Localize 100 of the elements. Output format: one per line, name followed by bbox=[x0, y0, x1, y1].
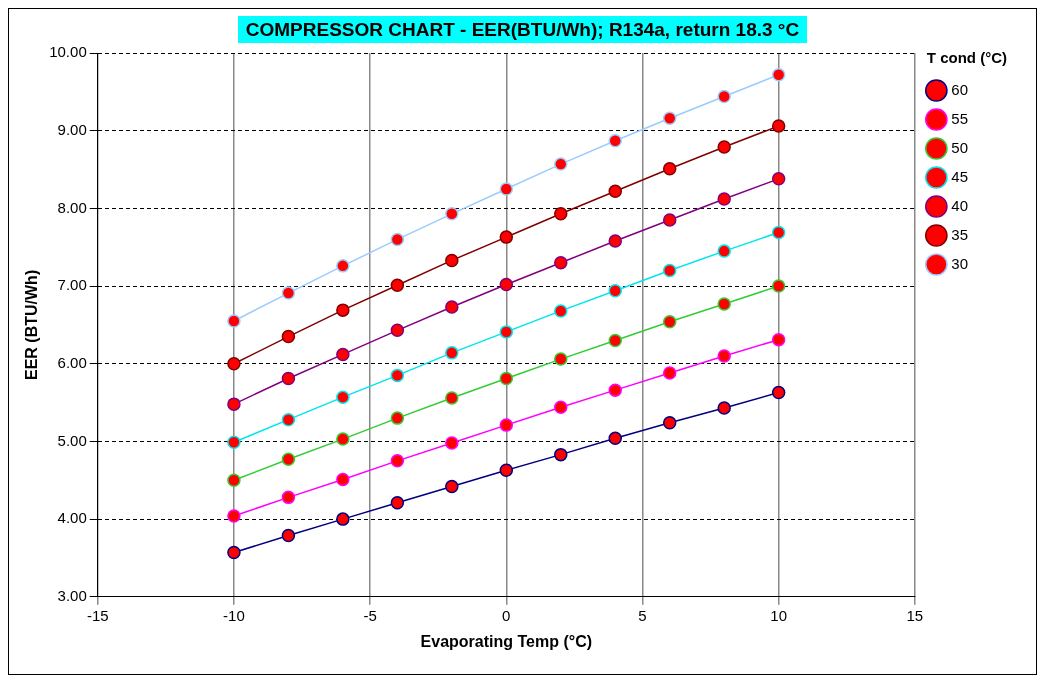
point bbox=[554, 304, 568, 318]
point bbox=[662, 111, 677, 126]
point bbox=[717, 401, 731, 415]
point bbox=[499, 418, 514, 432]
legend-label: 60 bbox=[951, 80, 969, 98]
point bbox=[281, 286, 296, 300]
point bbox=[281, 412, 296, 427]
point bbox=[554, 157, 568, 171]
point bbox=[717, 89, 731, 104]
point bbox=[608, 383, 622, 397]
point bbox=[608, 184, 622, 199]
point bbox=[608, 431, 622, 446]
point bbox=[445, 436, 459, 450]
point bbox=[662, 315, 677, 329]
legend-label: 50 bbox=[951, 138, 969, 156]
point bbox=[717, 244, 731, 258]
point bbox=[227, 545, 241, 560]
point bbox=[662, 263, 677, 278]
point bbox=[662, 416, 677, 430]
point bbox=[771, 385, 786, 400]
legend-title: T cond (°C) bbox=[926, 48, 1007, 66]
y-tick-label: 4.00 bbox=[57, 509, 87, 527]
y-tick-label: 5.00 bbox=[57, 431, 87, 449]
point bbox=[227, 314, 241, 328]
point bbox=[771, 68, 786, 82]
legend-label: 30 bbox=[951, 254, 969, 272]
point bbox=[445, 391, 459, 405]
legend-label: 40 bbox=[951, 196, 969, 214]
point bbox=[227, 397, 241, 411]
point bbox=[608, 333, 622, 348]
point bbox=[281, 528, 296, 543]
point bbox=[554, 400, 568, 414]
point bbox=[445, 479, 459, 494]
point bbox=[771, 172, 786, 186]
x-axis-title: Evaporating Temp (°C) bbox=[420, 632, 593, 650]
point bbox=[717, 140, 731, 154]
point bbox=[281, 490, 296, 505]
point bbox=[336, 472, 350, 487]
y-tick-label: 3.00 bbox=[57, 586, 87, 604]
legend-label: 45 bbox=[951, 167, 969, 185]
point bbox=[554, 256, 568, 270]
y-tick-label: 9.00 bbox=[57, 120, 87, 138]
point bbox=[499, 230, 514, 244]
point bbox=[608, 234, 622, 248]
x-tick-label: -5 bbox=[363, 606, 377, 624]
point bbox=[662, 162, 677, 176]
point bbox=[499, 325, 514, 339]
point bbox=[554, 207, 568, 221]
x-tick-label: -15 bbox=[86, 606, 109, 624]
point bbox=[717, 349, 731, 363]
point bbox=[336, 303, 350, 317]
point bbox=[390, 278, 405, 293]
point bbox=[336, 512, 350, 526]
point bbox=[445, 253, 459, 268]
point bbox=[336, 347, 350, 362]
point bbox=[445, 207, 459, 221]
point bbox=[554, 352, 568, 366]
point bbox=[390, 454, 405, 468]
point bbox=[390, 496, 405, 510]
y-tick-label: 7.00 bbox=[57, 276, 87, 294]
y-tick-label: 6.00 bbox=[57, 353, 87, 371]
point bbox=[717, 297, 731, 311]
point bbox=[390, 232, 405, 247]
point bbox=[336, 432, 350, 446]
x-tick-label: 10 bbox=[770, 606, 788, 624]
x-tick-label: 15 bbox=[906, 606, 924, 624]
point bbox=[445, 300, 459, 314]
point bbox=[227, 473, 241, 488]
point bbox=[227, 509, 241, 523]
y-tick-label: 8.00 bbox=[57, 198, 87, 216]
point bbox=[227, 435, 241, 449]
point bbox=[662, 366, 677, 380]
point bbox=[771, 225, 786, 240]
point bbox=[281, 371, 296, 386]
point bbox=[281, 329, 296, 344]
point bbox=[771, 332, 786, 347]
point bbox=[771, 119, 786, 133]
point bbox=[662, 213, 677, 227]
legend-label: 55 bbox=[951, 109, 969, 127]
point bbox=[554, 447, 568, 462]
point bbox=[227, 356, 241, 371]
point bbox=[336, 390, 350, 404]
y-tick-label: 10.00 bbox=[49, 43, 87, 61]
point bbox=[445, 346, 459, 360]
point bbox=[390, 368, 405, 383]
x-tick-label: -10 bbox=[223, 606, 245, 624]
point bbox=[499, 463, 514, 477]
point bbox=[717, 192, 731, 206]
point bbox=[608, 283, 622, 298]
point bbox=[499, 277, 514, 292]
point bbox=[390, 411, 405, 425]
x-tick-label: 0 bbox=[502, 606, 511, 624]
point bbox=[281, 452, 296, 467]
point bbox=[336, 259, 350, 273]
point bbox=[771, 279, 786, 293]
point bbox=[608, 134, 622, 148]
chart-title: COMPRESSOR CHART - EER(BTU/Wh); R134a, return 18.3 °C bbox=[237, 16, 808, 43]
x-tick-label: 5 bbox=[638, 606, 647, 624]
y-axis-title: EER (BTU/Wh) bbox=[23, 269, 41, 380]
point bbox=[499, 371, 514, 386]
